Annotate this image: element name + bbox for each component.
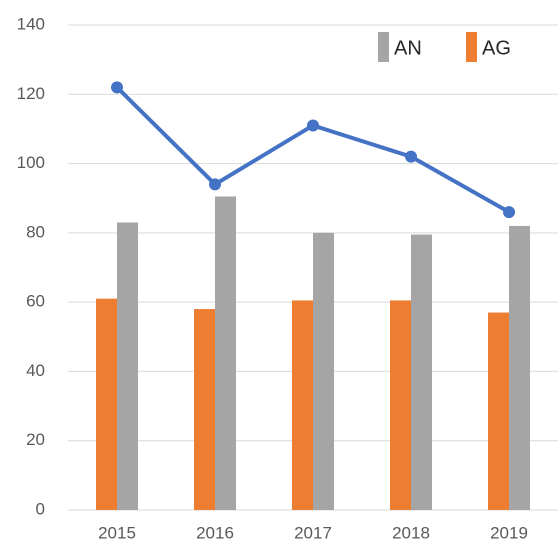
line-marker (405, 150, 417, 163)
y-tick-label: 40 (26, 361, 45, 380)
line-marker (503, 206, 515, 219)
bar (411, 234, 432, 510)
bar (313, 232, 334, 510)
bar (96, 298, 117, 510)
bar (194, 309, 215, 510)
bar (509, 225, 530, 510)
x-tick-label: 2018 (392, 523, 430, 542)
x-tick-label: 2015 (98, 523, 136, 542)
line-marker (111, 81, 123, 94)
legend-label: AN (394, 37, 422, 59)
x-tick-label: 2016 (196, 523, 234, 542)
line-marker (209, 178, 221, 191)
bar (488, 312, 509, 510)
line (115, 85, 510, 214)
legend-swatch (466, 32, 477, 62)
y-tick-label: 20 (26, 430, 45, 449)
legend-swatch (378, 32, 389, 62)
bar (292, 300, 313, 510)
bar (117, 222, 138, 510)
y-tick-label: 140 (17, 14, 45, 33)
y-tick-label: 0 (36, 499, 45, 518)
y-tick-label: 120 (17, 84, 45, 103)
y-tick-label: 60 (26, 292, 45, 311)
y-tick-label: 80 (26, 222, 45, 241)
line-marker (307, 119, 319, 132)
y-tick-label: 100 (17, 153, 45, 172)
bar (215, 196, 236, 510)
x-tick-label: 2019 (490, 523, 528, 542)
legend-label: AG (482, 37, 511, 59)
bar (390, 300, 411, 510)
x-tick-label: 2017 (294, 523, 332, 542)
